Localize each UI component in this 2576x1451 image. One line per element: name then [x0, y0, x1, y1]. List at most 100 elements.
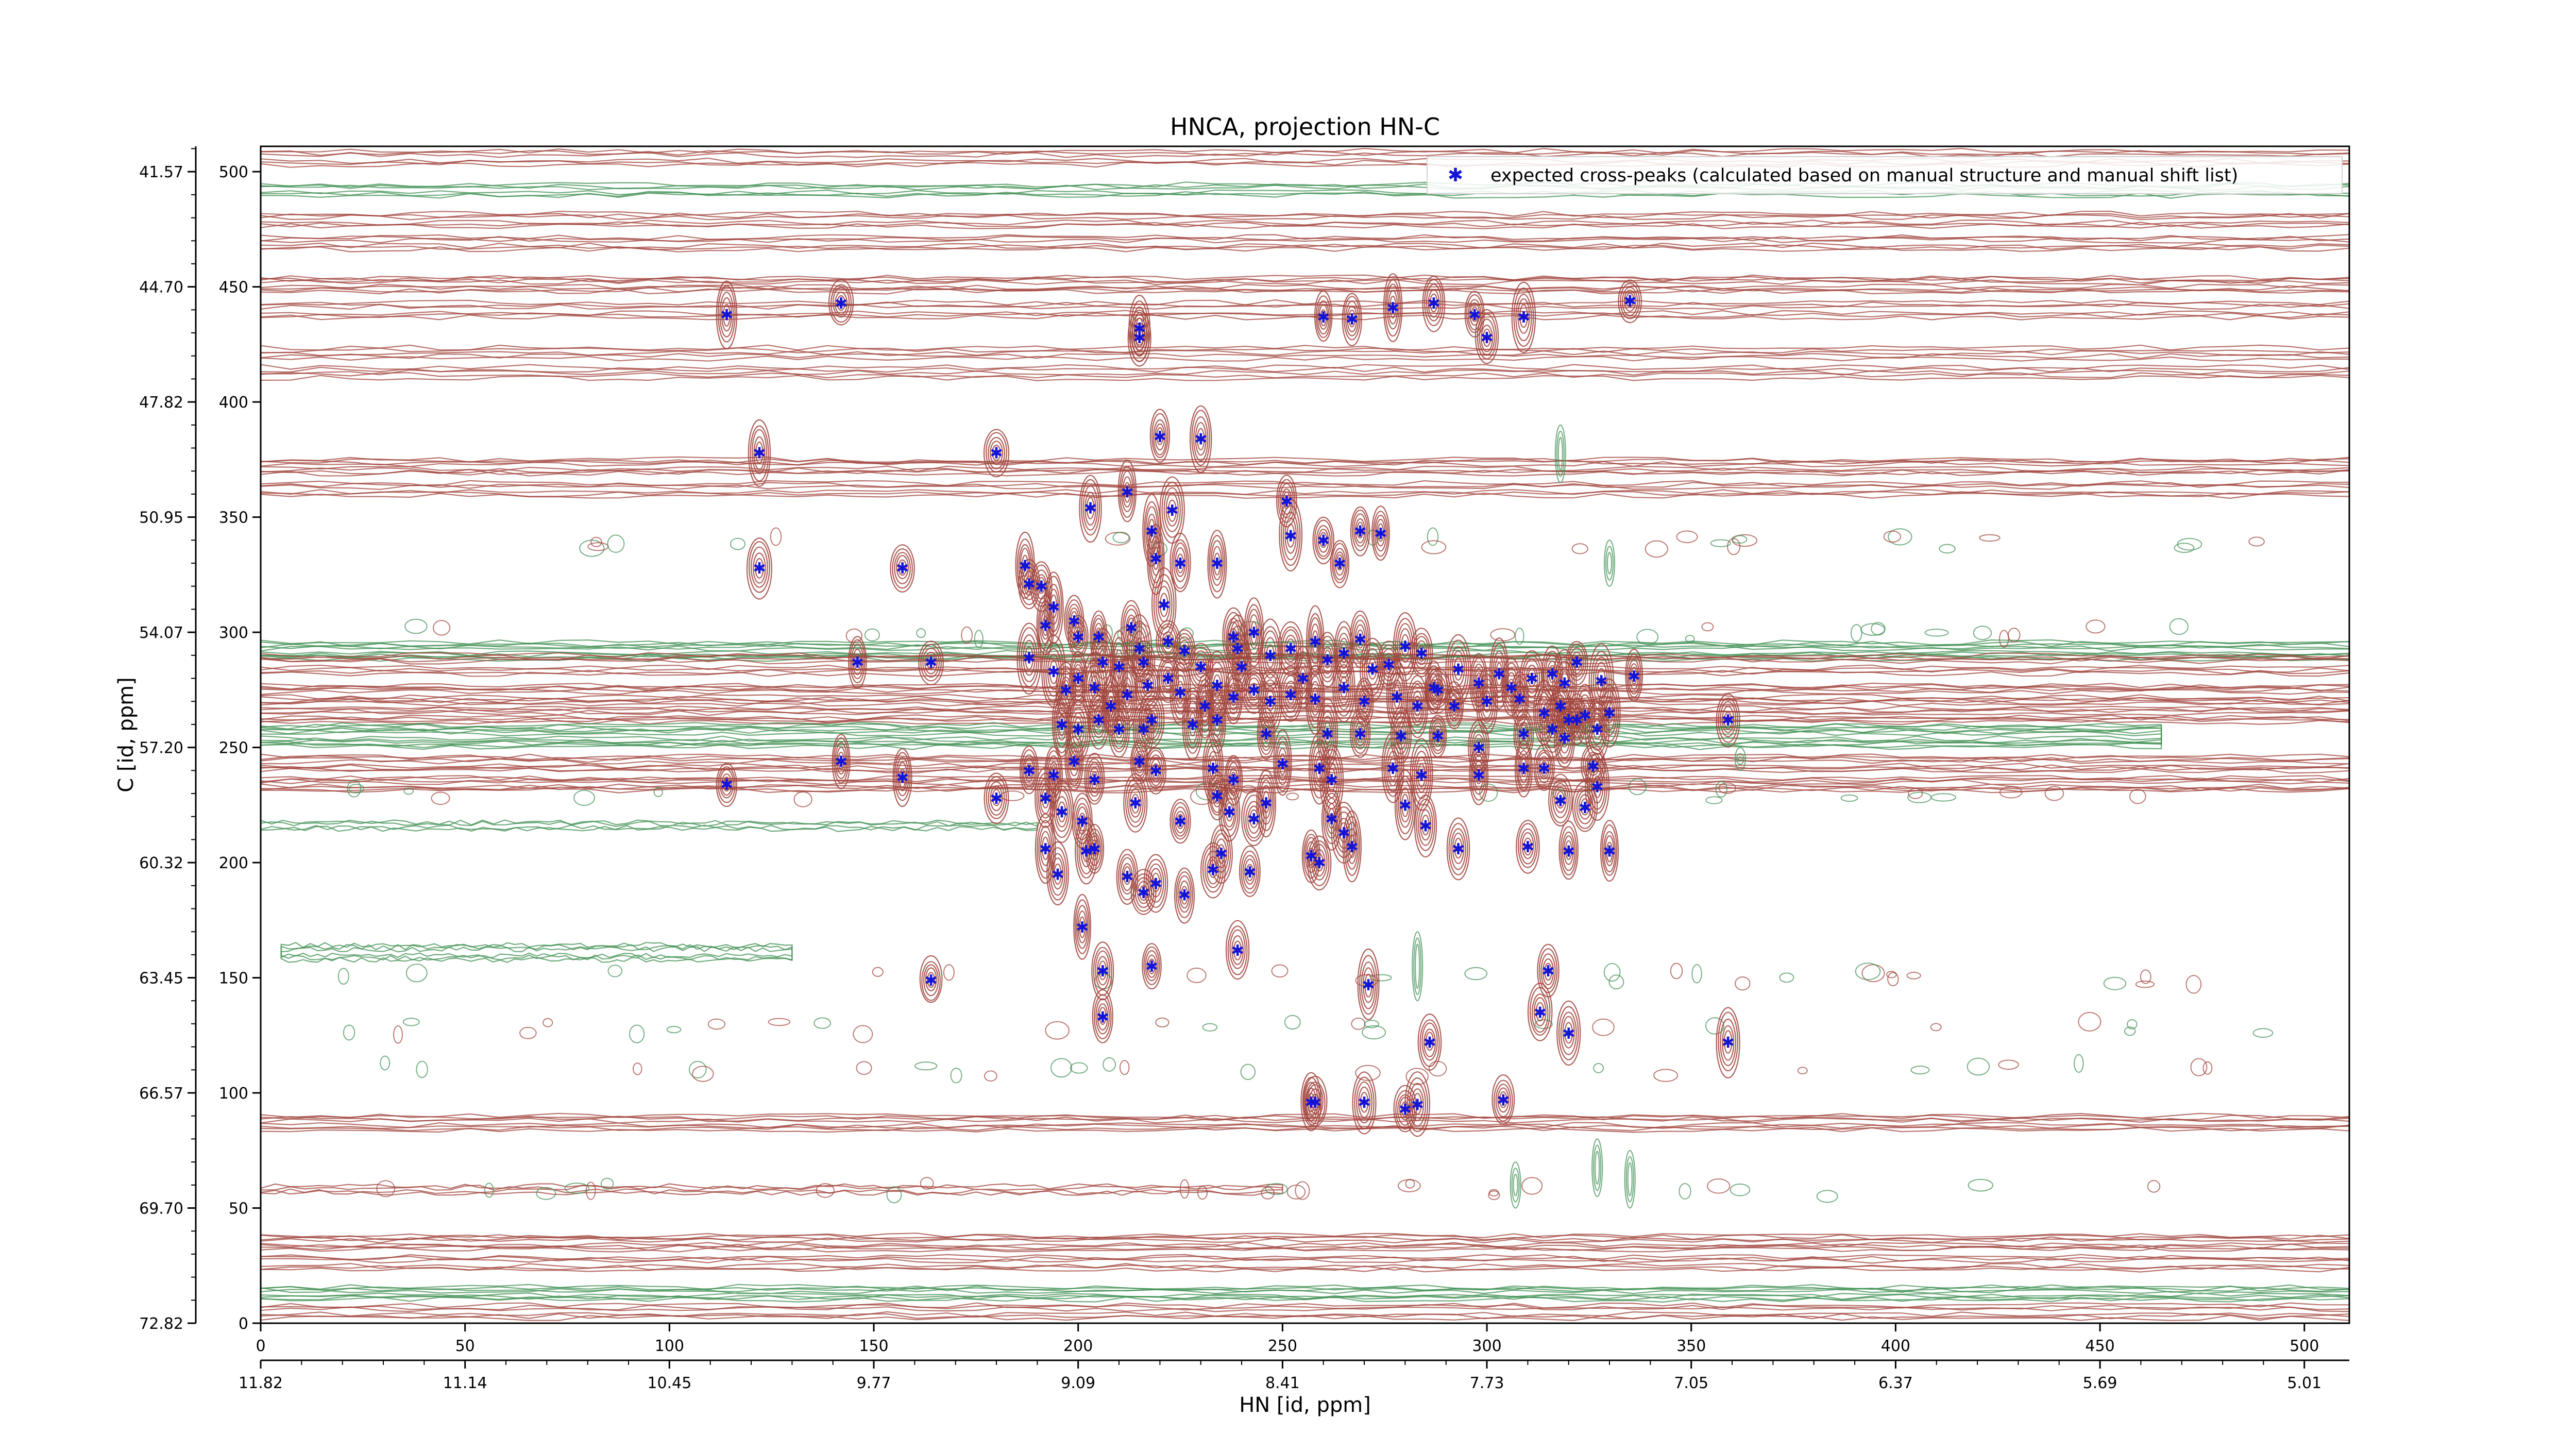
expected-cross-peak-marker: ✱: [1354, 726, 1367, 744]
expected-cross-peak-marker: ✱: [1722, 1034, 1735, 1052]
expected-cross-peak-marker: ✱: [1023, 576, 1036, 594]
y-ppm-tick-label: 60.32: [139, 854, 183, 872]
cross-peak-contour: [1527, 983, 1553, 1041]
expected-cross-peak-marker: ✱: [1366, 661, 1379, 679]
x-ppm-tick-label: 10.45: [647, 1374, 691, 1392]
expected-cross-peak-marker: ✱: [1223, 804, 1236, 822]
y-index-tick-label: 200: [219, 854, 248, 872]
vertical-artifacts: [1412, 424, 1746, 1209]
x-ppm-tick-label: 11.82: [239, 1374, 283, 1392]
cross-peak-contour: [1108, 699, 1130, 758]
cross-peak-contour: [1218, 783, 1241, 842]
expected-cross-peak-marker: ✱: [1325, 771, 1338, 789]
noise-band-contour: [261, 1254, 2349, 1273]
cross-peak-contour: [1410, 628, 1433, 678]
cross-peak-contour: [1429, 714, 1447, 758]
expected-cross-peak-marker: ✱: [1092, 712, 1105, 730]
expected-cross-peak-marker: ✱: [1280, 493, 1293, 511]
cross-peak-contour: [1279, 498, 1303, 572]
expected-cross-peak-marker: ✱: [1337, 645, 1350, 663]
expected-cross-peak-marker: ✱: [1472, 674, 1485, 693]
expected-cross-peak-marker: ✱: [1076, 813, 1089, 831]
expected-cross-peak-marker: ✱: [1247, 624, 1260, 642]
expected-cross-peak-marker: ✱: [1227, 771, 1240, 789]
contour-layer: [261, 147, 2349, 1321]
cross-peak-contour: [1117, 460, 1137, 522]
cross-peak-contour: [1225, 920, 1250, 980]
expected-cross-peak-marker: ✱: [1235, 659, 1248, 677]
expected-cross-peak-marker: ✱: [1133, 753, 1146, 771]
expected-cross-peak-marker: ✱: [1325, 811, 1338, 829]
y-ppm-tick-label: 44.70: [139, 279, 183, 297]
legend-marker-icon: ✱: [1448, 165, 1463, 186]
expected-cross-peak-marker: ✱: [1480, 693, 1493, 711]
expected-cross-peak-marker: ✱: [1546, 721, 1558, 739]
legend-label: expected cross-peaks (calculated based o…: [1490, 165, 2238, 186]
expected-cross-peak-marker: ✱: [896, 769, 909, 787]
noise-band-contour: [261, 456, 2349, 477]
cross-peak-contour: [1422, 276, 1446, 332]
cross-peak-contour: [1278, 665, 1303, 722]
y-ppm-tick-label: 57.20: [139, 739, 183, 757]
expected-cross-peak-marker: ✱: [1243, 864, 1256, 882]
cross-peak-contour: [1046, 841, 1069, 906]
expected-cross-peak-marker: ✱: [1722, 712, 1735, 730]
expected-cross-peak-marker: ✱: [1562, 1025, 1575, 1043]
x-ppm-tick-label: 8.41: [1265, 1374, 1300, 1392]
expected-cross-peak-marker: ✱: [1145, 712, 1158, 730]
expected-cross-peak-marker: ✱: [1039, 840, 1052, 858]
expected-cross-peak-marker: ✱: [1562, 712, 1575, 730]
expected-cross-peak-marker: ✱: [835, 295, 848, 313]
noise-band-contour: [261, 1112, 2349, 1133]
expected-cross-peak-marker: ✱: [1067, 613, 1080, 631]
cross-peak-contour: [1092, 989, 1113, 1043]
cross-peak-contour: [1618, 279, 1642, 324]
expected-cross-peak-marker: ✱: [1133, 640, 1146, 658]
expected-cross-peak-marker: ✱: [1505, 679, 1518, 697]
expected-cross-peak-marker: ✱: [1076, 919, 1089, 937]
expected-cross-peak-marker: ✱: [1174, 813, 1187, 831]
cross-peak-contour: [1174, 867, 1195, 924]
noise-band-contour: [261, 344, 2349, 381]
cross-peak-contour: [1081, 651, 1107, 721]
expected-cross-peak-marker: ✱: [1452, 840, 1465, 858]
cross-peak-contour: [1244, 597, 1264, 667]
expected-cross-peak-marker: ✱: [1452, 661, 1465, 679]
expected-cross-peak-marker: ✱: [1296, 670, 1309, 688]
cross-peak-contour: [1143, 854, 1168, 913]
expected-cross-peak-marker: ✱: [720, 306, 733, 324]
expected-cross-peak-marker: ✱: [1317, 532, 1330, 550]
x-index-tick-label: 300: [1472, 1337, 1501, 1355]
cross-peak-contour: [1519, 650, 1545, 708]
cross-peak-contour: [1371, 505, 1390, 561]
expected-cross-peak-marker: ✱: [925, 654, 938, 672]
y-ppm-tick-label: 50.95: [139, 509, 183, 527]
expected-cross-peak-marker: ✱: [1174, 555, 1187, 573]
noise-band-contour: [261, 721, 2162, 750]
expected-cross-peak-marker: ✱: [1472, 767, 1485, 785]
y-ppm-tick-label: 69.70: [139, 1200, 183, 1218]
expected-cross-peak-marker: ✱: [1072, 670, 1084, 688]
x-index-tick-label: 200: [1063, 1337, 1093, 1355]
expected-cross-peak-marker: ✱: [1112, 721, 1125, 739]
expected-cross-peak-marker: ✱: [1399, 797, 1412, 815]
expected-cross-peak-marker: ✱: [1313, 854, 1326, 872]
y-ppm-tick-label: 47.82: [139, 394, 183, 412]
expected-cross-peak-marker: ✱: [1039, 617, 1052, 635]
cross-peak-contour: [1256, 769, 1277, 838]
expected-cross-peak-marker: ✱: [1309, 1094, 1321, 1112]
cross-peak-contour: [1414, 794, 1437, 857]
cross-peak-contour: [828, 279, 854, 326]
x-ppm-tick-label: 7.73: [1470, 1374, 1504, 1392]
cross-peak-contour: [1149, 409, 1170, 463]
x-ppm-tick-label: 6.37: [1878, 1374, 1913, 1392]
cross-peak-contour: [1170, 799, 1191, 844]
expected-cross-peak-marker: ✱: [1178, 887, 1191, 905]
cross-peak-contour: [1073, 893, 1092, 960]
expected-cross-peak-marker: ✱: [753, 445, 766, 463]
expected-cross-peak-marker: ✱: [1538, 705, 1551, 723]
cross-peak-contour: [1173, 629, 1196, 672]
expected-cross-peak-marker: ✱: [1399, 1101, 1412, 1119]
expected-cross-peak-marker: ✱: [1260, 795, 1273, 813]
expected-cross-peak-marker: ✱: [1468, 306, 1481, 324]
